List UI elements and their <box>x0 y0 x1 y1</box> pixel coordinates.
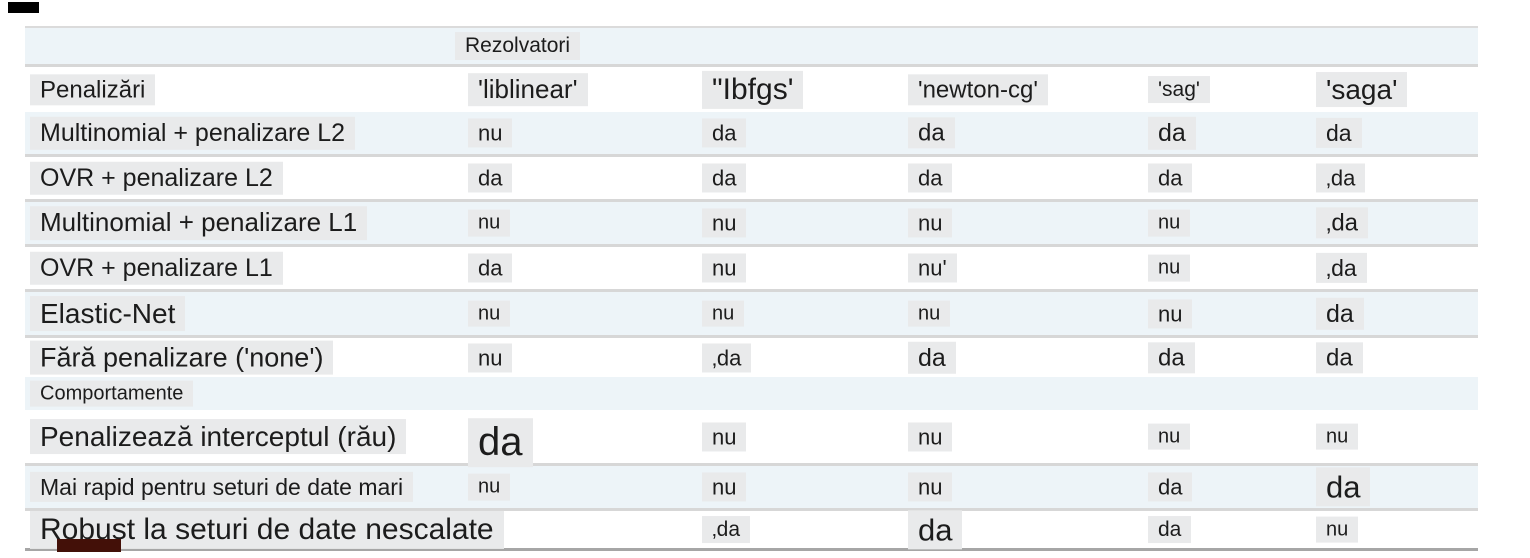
cell-value: nu <box>908 472 953 502</box>
cell-value: da <box>702 163 747 193</box>
cell-value: nu <box>702 208 747 238</box>
cell-value: da <box>1316 117 1362 149</box>
table-row: Robust la seturi de date nescalate ‚da da d… <box>25 508 1478 550</box>
bottom-left-artifact-mark <box>57 539 121 552</box>
cell-value: nu <box>908 421 953 452</box>
row-label: Penalizează interceptul (rău) <box>30 418 407 455</box>
table-row: Penalizează interceptul (rău) da nu nu nu nu <box>25 410 1478 468</box>
table-row: Multinomial + penalizare L2 nu da da da da <box>25 112 1478 154</box>
table-row: Multinomial + penalizare L1 nu nu nu nu ‚da <box>25 199 1478 244</box>
cell-value: da <box>908 117 955 149</box>
cell-value: da <box>1148 116 1196 150</box>
group-label-solvers: Rezolvatori <box>455 32 581 60</box>
cell-value: nu' <box>908 253 957 283</box>
table-row: Elastic-Net nu nu nu nu da <box>25 289 1478 335</box>
cell-value: da <box>702 118 747 148</box>
cell-value: nu <box>702 472 747 502</box>
penalty-rows-section: Multinomial + penalizare L2 nu da da da da OVR… <box>25 112 1478 377</box>
behavior-rows-section: Penalizează interceptul (rău) da nu nu nu nu M… <box>25 410 1478 550</box>
column-header-solver: 'saga' <box>1316 71 1408 108</box>
cell-value: da <box>1316 297 1364 330</box>
table-row: OVR + penalizare L1 da nu nu' nu ‚da <box>25 244 1478 289</box>
table-row: OVR + penalizare L2 da da da da ‚da <box>25 154 1478 199</box>
cell-value: nu <box>1148 209 1191 237</box>
cell-value: ‚da <box>1316 252 1367 284</box>
cell-value: nu <box>1148 254 1191 282</box>
cell-value: da <box>1316 467 1371 507</box>
cell-value: nu <box>1316 516 1359 543</box>
cell-value: nu <box>468 300 511 327</box>
cell-value: da <box>908 341 956 374</box>
cell-value: da <box>468 253 513 283</box>
row-label: Elastic-Net <box>30 295 186 332</box>
cell-value: da <box>1148 472 1193 502</box>
cell-value: nu <box>468 209 511 237</box>
cell-value: da <box>468 418 533 468</box>
cell-value: ‚da <box>702 515 751 544</box>
cell-value: ‚da <box>1316 163 1366 193</box>
column-header-solver: 'liblinear' <box>468 72 588 107</box>
cell-value: da <box>1316 341 1363 374</box>
table-column-header-row: Penalizări 'liblinear' "Ibfgs' 'newton-cg'… <box>25 64 1478 112</box>
cell-value: da <box>908 163 953 193</box>
row-label: Mai rapid pentru seturi de date mari <box>30 471 414 503</box>
cell-value: nu <box>702 253 747 283</box>
row-label: OVR + penalizare L1 <box>30 251 283 285</box>
column-header-penalties: Penalizări <box>30 73 156 106</box>
cell-value: nu <box>468 342 513 373</box>
cell-value: nu <box>908 208 953 238</box>
column-header-solver: "Ibfgs' <box>702 70 804 109</box>
cell-value: da <box>1148 163 1193 193</box>
cell-value: da <box>908 509 963 550</box>
row-label: Fără penalizare ('none') <box>30 340 334 375</box>
table-row: Mai rapid pentru seturi de date mari nu nu… <box>25 463 1478 508</box>
top-left-artifact-mark <box>8 2 39 13</box>
cell-value: nu <box>468 118 513 148</box>
cell-value: da <box>1148 515 1192 544</box>
solvers-penalties-table: Rezolvatori Penalizări 'liblinear' "Ibfgs… <box>25 26 1478 551</box>
cell-value: nu <box>1316 423 1359 450</box>
cell-value: nu <box>908 300 951 327</box>
cell-value: ‚da <box>702 342 752 373</box>
cell-value: nu <box>702 300 745 327</box>
cell-value: nu <box>468 473 511 501</box>
column-header-solver: 'sag' <box>1148 75 1210 104</box>
cell-value: nu <box>1148 423 1191 450</box>
group-label-behaviors: Comportamente <box>30 380 194 407</box>
row-label: Multinomial + penalizare L2 <box>30 116 356 150</box>
cell-value: da <box>1148 341 1195 374</box>
table-group-header-row-behaviors: Comportamente <box>25 377 1478 410</box>
table-row: Fără penalizare ('none') nu ‚da da da da <box>25 335 1478 377</box>
table-group-header-row-solvers: Rezolvatori <box>25 28 1478 64</box>
cell-value: nu <box>1148 298 1193 329</box>
row-label: OVR + penalizare L2 <box>30 161 283 195</box>
row-label: Multinomial + penalizare L1 <box>30 206 368 240</box>
cell-value: ‚da <box>1316 207 1369 239</box>
cell-value: nu <box>702 421 747 452</box>
column-header-solver: 'newton-cg' <box>908 73 1048 106</box>
cell-value: da <box>468 163 513 193</box>
